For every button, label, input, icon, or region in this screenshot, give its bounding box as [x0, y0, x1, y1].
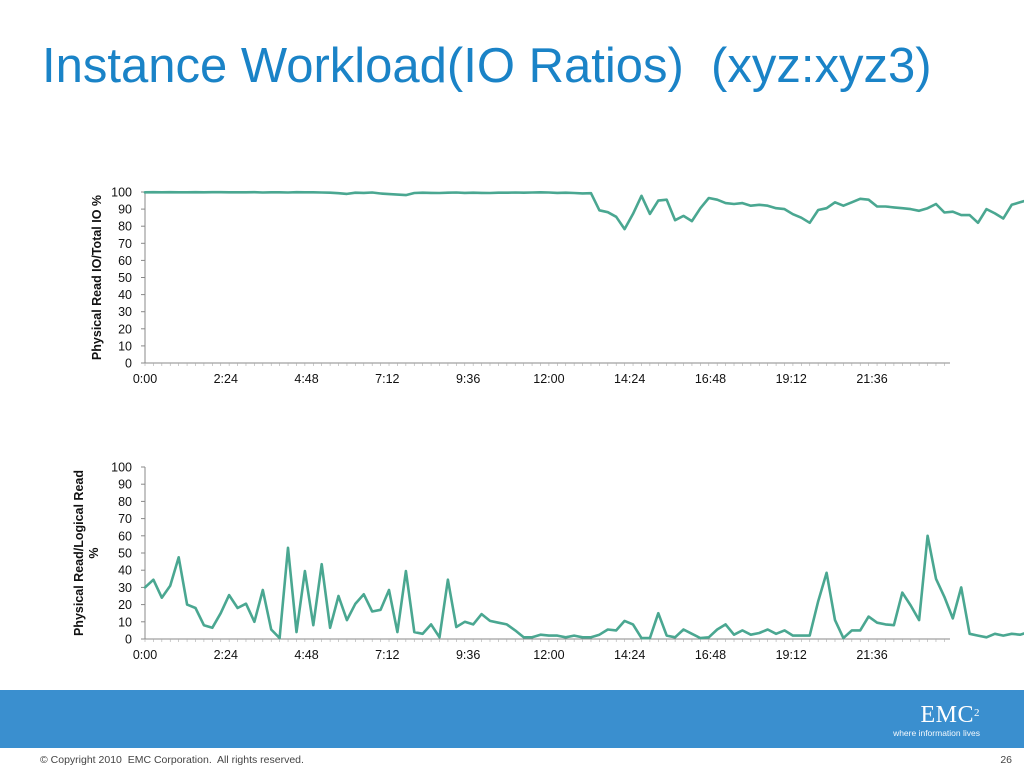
- chart-0-x-tick-label: 14:24: [614, 372, 645, 386]
- chart-1-x-tick-label: 19:12: [776, 648, 807, 662]
- chart-0-x-tick-label: 4:48: [294, 372, 318, 386]
- chart-1-x-tick-label: 14:24: [614, 648, 645, 662]
- chart-1-y-tick-label: 70: [118, 512, 132, 526]
- chart-0-y-tick-label: 70: [118, 237, 132, 251]
- chart-0-x-tick-label: 2:24: [214, 372, 238, 386]
- emc-logo-text: EMC: [920, 702, 974, 728]
- page-number: 26: [1000, 754, 1012, 766]
- chart-0-x-tick-label: 21:36: [856, 372, 887, 386]
- chart-1-x-tick-label: 16:48: [695, 648, 726, 662]
- chart-1-x-tick-label: 21:36: [856, 648, 887, 662]
- footer-band: [0, 690, 1024, 748]
- copyright-text: © Copyright 2010 EMC Corporation. All ri…: [40, 754, 304, 766]
- chart-1-group: 0 10 20 30 40 50 60 70 80 90 100 0:00 2:24 4:48 7:12 9:…: [72, 461, 1024, 662]
- chart-0-y-axis-label: Physical Read IO/Total IO %: [90, 195, 104, 360]
- chart-1-y-tick-label: 0: [125, 633, 132, 647]
- chart-0-y-tick-label: 80: [118, 220, 132, 234]
- chart-0-y-tick-label: 60: [118, 254, 132, 268]
- chart-0-series-line: [143, 190, 1024, 231]
- chart-physical-read-io-ratio: 0 10 20 30 40 50 60 70 80 90 100 0:00 2:24 4:48 7:12 9:…: [72, 186, 1024, 662]
- chart-1-y-tick-label: 40: [118, 564, 132, 578]
- chart-1-y-tick-label: 20: [118, 598, 132, 612]
- chart-0-y-tick-label: 20: [118, 322, 132, 336]
- chart-0-x-tick-label: 12:00: [533, 372, 564, 386]
- chart-0-y-tick-label: 100: [111, 186, 132, 200]
- chart-0-y-tick-label: 50: [118, 271, 132, 285]
- emc-logo-mark: EMC2: [893, 703, 980, 727]
- chart-0-x-tick-label: 19:12: [776, 372, 807, 386]
- chart-0-y-tick-label: 90: [118, 203, 132, 217]
- chart-1-x-tick-label: 7:12: [375, 648, 399, 662]
- slide-title: Instance Workload(IO Ratios) (xyz:xyz3): [42, 39, 932, 93]
- chart-1-y-tick-label: 100: [111, 461, 132, 475]
- chart-1-y-tick-label: 80: [118, 495, 132, 509]
- chart-0-x-tick-label: 9:36: [456, 372, 480, 386]
- chart-0-x-tick-label: 0:00: [133, 372, 157, 386]
- chart-1-y-tick-label: 50: [118, 547, 132, 561]
- chart-1-series-line: [143, 534, 1024, 640]
- emc-logo: EMC2 where information lives: [893, 703, 980, 739]
- chart-0-y-tick-label: 10: [118, 339, 132, 353]
- chart-1-y-tick-label: 30: [118, 581, 132, 595]
- chart-0-group: 0 10 20 30 40 50 60 70 80 90 100 0:00 2:24 4:48 7:12 9:…: [90, 186, 1024, 386]
- chart-1-x-tick-label: 12:00: [533, 648, 564, 662]
- chart-0-y-tick-label: 40: [118, 288, 132, 302]
- chart-0-x-tick-label: 7:12: [375, 372, 399, 386]
- emc-logo-tagline: where information lives: [893, 728, 980, 738]
- chart-1-y-tick-label: 90: [118, 478, 132, 492]
- chart-1-x-tick-label: 4:48: [294, 648, 318, 662]
- chart-0-y-tick-label: 0: [125, 357, 132, 371]
- emc-logo-superscript: 2: [974, 707, 980, 719]
- chart-1-x-tick-label: 9:36: [456, 648, 480, 662]
- footer: [0, 748, 1024, 768]
- chart-1-y-axis-label: Physical Read/Logical Read%: [72, 470, 101, 636]
- chart-0-y-tick-label: 30: [118, 305, 132, 319]
- chart-1-y-tick-label: 10: [118, 615, 132, 629]
- chart-1-x-tick-label: 2:24: [214, 648, 238, 662]
- chart-0-x-tick-label: 16:48: [695, 372, 726, 386]
- chart-1-y-tick-label: 60: [118, 529, 132, 543]
- chart-1-x-tick-label: 0:00: [133, 648, 157, 662]
